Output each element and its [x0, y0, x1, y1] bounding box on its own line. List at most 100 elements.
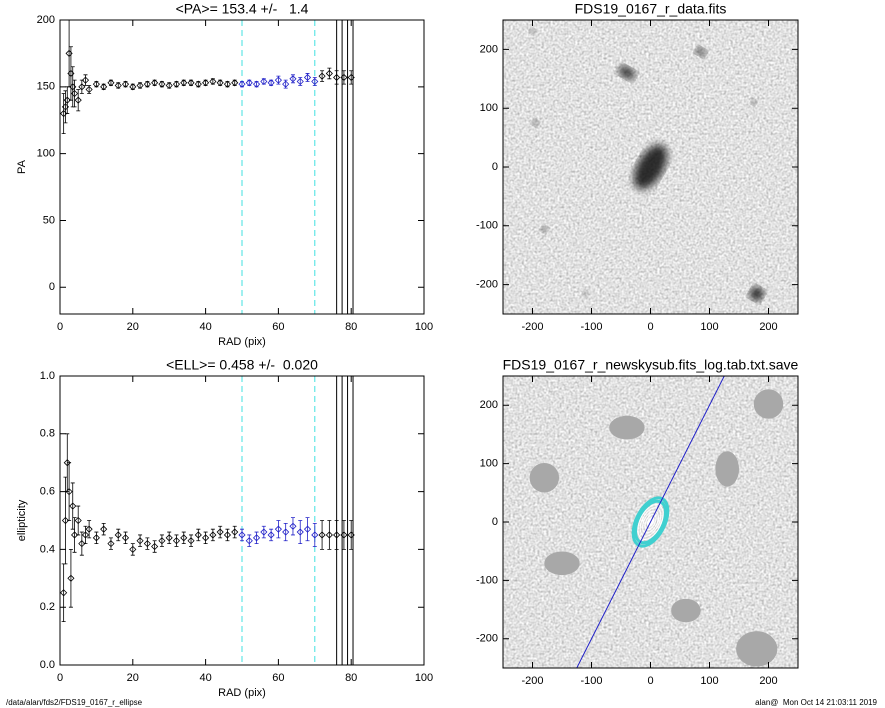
panel: <ELL>= 0.458 +/- 0.020 RAD (pix) elliptici… — [16, 357, 433, 699]
point — [245, 537, 253, 545]
point — [100, 525, 108, 533]
error-bar — [320, 520, 325, 550]
error-bar — [196, 528, 201, 542]
mask — [753, 389, 784, 419]
point — [318, 531, 326, 539]
x-tick-label: 200 — [759, 321, 777, 333]
error-bar — [94, 531, 99, 545]
error-bar — [83, 74, 88, 86]
point — [303, 525, 312, 533]
y-axis-label: PA — [16, 159, 28, 174]
point — [92, 80, 100, 88]
error-bar — [67, 462, 72, 521]
error-bar — [232, 525, 237, 539]
panel-title: <PA>= 153.4 +/- 1.4 — [176, 1, 309, 17]
y-tick-label: 200 — [37, 14, 55, 26]
error-bar — [349, 520, 354, 550]
point — [63, 96, 71, 104]
point — [74, 516, 82, 525]
point — [85, 85, 93, 94]
error-bar — [79, 79, 84, 94]
error-bar — [68, 46, 73, 101]
source — [618, 65, 636, 80]
error-bar — [68, 549, 73, 608]
point — [180, 534, 188, 542]
point — [303, 73, 312, 82]
point — [151, 542, 159, 551]
x-tick-label: -200 — [521, 675, 543, 687]
point — [107, 79, 115, 87]
point — [172, 80, 181, 88]
y-tick-label: 0.4 — [40, 543, 55, 555]
error-bar — [312, 522, 317, 547]
error-bar — [79, 531, 84, 556]
error-bar — [210, 528, 215, 542]
error-bar — [83, 525, 88, 545]
panel: FDS19_0167_r_newskysub.fits_log.tab.txt.… — [476, 357, 799, 687]
point — [81, 76, 90, 84]
point — [180, 79, 188, 87]
y-tick-label: 0 — [492, 516, 498, 528]
point — [296, 528, 304, 536]
y-tick-label: 0.2 — [40, 601, 55, 613]
source — [529, 28, 536, 35]
error-bar — [174, 534, 179, 547]
y-tick-label: -200 — [476, 633, 498, 645]
mask — [715, 451, 739, 487]
error-bar — [101, 522, 106, 536]
plot-area — [60, 20, 355, 314]
error-bar — [341, 520, 346, 550]
error-bar — [218, 525, 223, 539]
point — [121, 80, 130, 88]
source — [540, 225, 548, 233]
point — [165, 81, 173, 90]
y-tick-label: 0 — [492, 161, 498, 173]
point — [107, 540, 115, 548]
x-tick-label: 60 — [272, 321, 284, 333]
point — [136, 537, 144, 545]
error-bar — [63, 90, 68, 124]
point — [100, 83, 108, 91]
mask — [529, 463, 560, 493]
y-tick-label: 50 — [43, 214, 55, 226]
error-bar — [152, 540, 157, 553]
point — [231, 528, 239, 536]
source — [582, 290, 589, 297]
error-bar — [87, 520, 92, 539]
y-tick-label: 150 — [37, 81, 55, 93]
panel: <PA>= 153.4 +/- 1.4 RAD (pix) PA 0 20 40 60 80 1… — [16, 1, 433, 348]
point — [296, 77, 304, 86]
point — [325, 69, 333, 78]
y-tick-label: -100 — [476, 574, 498, 586]
x-tick-label: 60 — [272, 672, 284, 684]
error-bar — [240, 528, 244, 542]
error-bar — [145, 537, 150, 550]
y-tick-label: 100 — [480, 458, 498, 470]
point — [274, 525, 282, 533]
error-bar — [290, 517, 295, 536]
error-bar — [76, 505, 81, 536]
y-tick-label: -100 — [476, 220, 498, 232]
x-tick-label: 100 — [415, 672, 433, 684]
error-bar — [276, 520, 281, 539]
point — [81, 531, 90, 539]
point — [172, 537, 181, 545]
point — [158, 537, 166, 545]
point — [238, 80, 246, 88]
point — [61, 516, 70, 525]
plot-area — [503, 376, 798, 668]
point — [333, 73, 341, 82]
point — [63, 459, 71, 467]
plot-area — [60, 376, 355, 665]
y-tick-label: 0.0 — [40, 659, 55, 671]
panel-title: FDS19_0167_r_data.fits — [575, 1, 727, 17]
x-tick-label: 20 — [127, 321, 139, 333]
point — [289, 75, 297, 83]
point — [129, 545, 137, 553]
x-tick-label: 0 — [57, 672, 63, 684]
x-axis-label: RAD (pix) — [218, 687, 266, 699]
y-tick-label: 200 — [480, 43, 498, 55]
point — [143, 80, 151, 88]
x-tick-label: 80 — [345, 321, 357, 333]
